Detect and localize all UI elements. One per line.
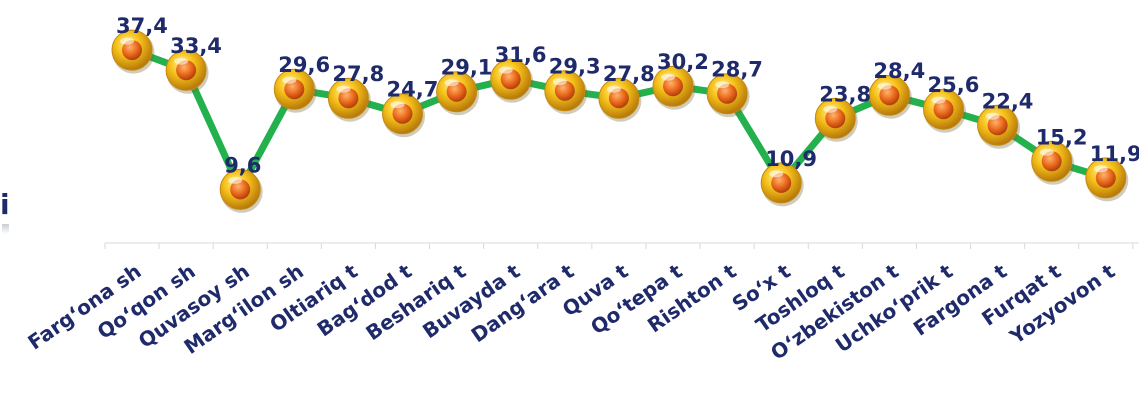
marker-group [111,29,1129,213]
data-point [382,93,425,138]
data-point-core [1041,151,1062,172]
data-point-core [608,88,629,109]
data-point-core [176,60,197,81]
data-point-core [1095,167,1116,188]
data-point [868,74,912,119]
data-point-highlight [120,37,134,45]
data-label: 22,4 [982,89,1034,113]
data-label: 25,6 [928,73,980,97]
data-label: 29,6 [278,53,330,77]
data-point [923,88,966,133]
data-label: 29,1 [441,56,493,80]
data-point [760,162,804,207]
data-point [1085,157,1129,202]
data-point [598,77,642,122]
data-point-highlight [769,170,784,178]
data-point-highlight [1039,148,1054,156]
data-point-core [500,69,521,90]
data-point-core [771,172,792,193]
data-point-highlight [282,76,297,84]
data-point [977,104,1021,149]
data-point-highlight [606,85,621,93]
data-label: 30,2 [657,50,709,74]
data-label: 29,3 [549,55,601,79]
data-point [706,73,750,118]
data-point-highlight [498,66,513,74]
data-label: 28,4 [873,59,925,83]
data-label: 15,2 [1036,125,1088,149]
data-point-highlight [552,78,567,86]
data-point-core [284,79,305,100]
data-point-highlight [174,57,189,65]
data-point-core [987,115,1008,136]
data-point-core [663,76,683,97]
data-label: 33,4 [170,34,222,58]
data-point-highlight [1093,165,1108,173]
data-label: 10,9 [765,147,817,171]
data-point-core [825,108,846,129]
data-point [219,168,263,213]
data-label: 28,7 [711,58,763,82]
data-label: 23,8 [819,82,871,106]
data-point-core [122,40,142,61]
data-point-core [446,81,467,102]
data-label: 31,6 [495,43,547,67]
data-point [436,71,480,116]
data-point-core [933,99,954,120]
data-point [165,49,209,94]
data-point [273,68,317,113]
data-point [1031,140,1075,185]
data-label: 24,7 [387,78,439,102]
data-point-highlight [715,81,730,89]
data-point-highlight [444,79,459,87]
data-point-highlight [931,96,946,104]
data-point-core [717,83,738,104]
data-point-highlight [390,101,405,109]
data-point [490,58,534,103]
data-point-highlight [823,105,838,113]
x-axis [104,242,1139,249]
data-point-core [879,85,900,106]
data-label: 37,4 [116,14,168,38]
data-point [814,97,858,142]
data-point-core [554,80,575,101]
data-point-highlight [336,85,351,93]
data-point-highlight [877,82,892,90]
data-point-core [338,88,359,109]
data-point-highlight [985,112,1000,120]
data-label: 9,6 [224,153,261,177]
data-point [327,77,371,122]
data-point [652,65,696,110]
data-point-highlight [661,73,675,81]
data-point-highlight [228,176,243,184]
data-label: 27,8 [603,62,655,86]
left-edge-shadow [2,224,9,234]
left-edge-text: i [0,188,10,221]
data-point-core [392,103,413,124]
data-label: 11,9 [1090,142,1139,166]
data-label: 27,8 [332,62,384,86]
data-point [544,70,588,115]
data-point-core [230,179,251,200]
data-point [111,29,155,74]
data-label-group: 37,433,49,629,6 27,824,729,131,6 29,3 27,8 3… [116,14,1139,177]
